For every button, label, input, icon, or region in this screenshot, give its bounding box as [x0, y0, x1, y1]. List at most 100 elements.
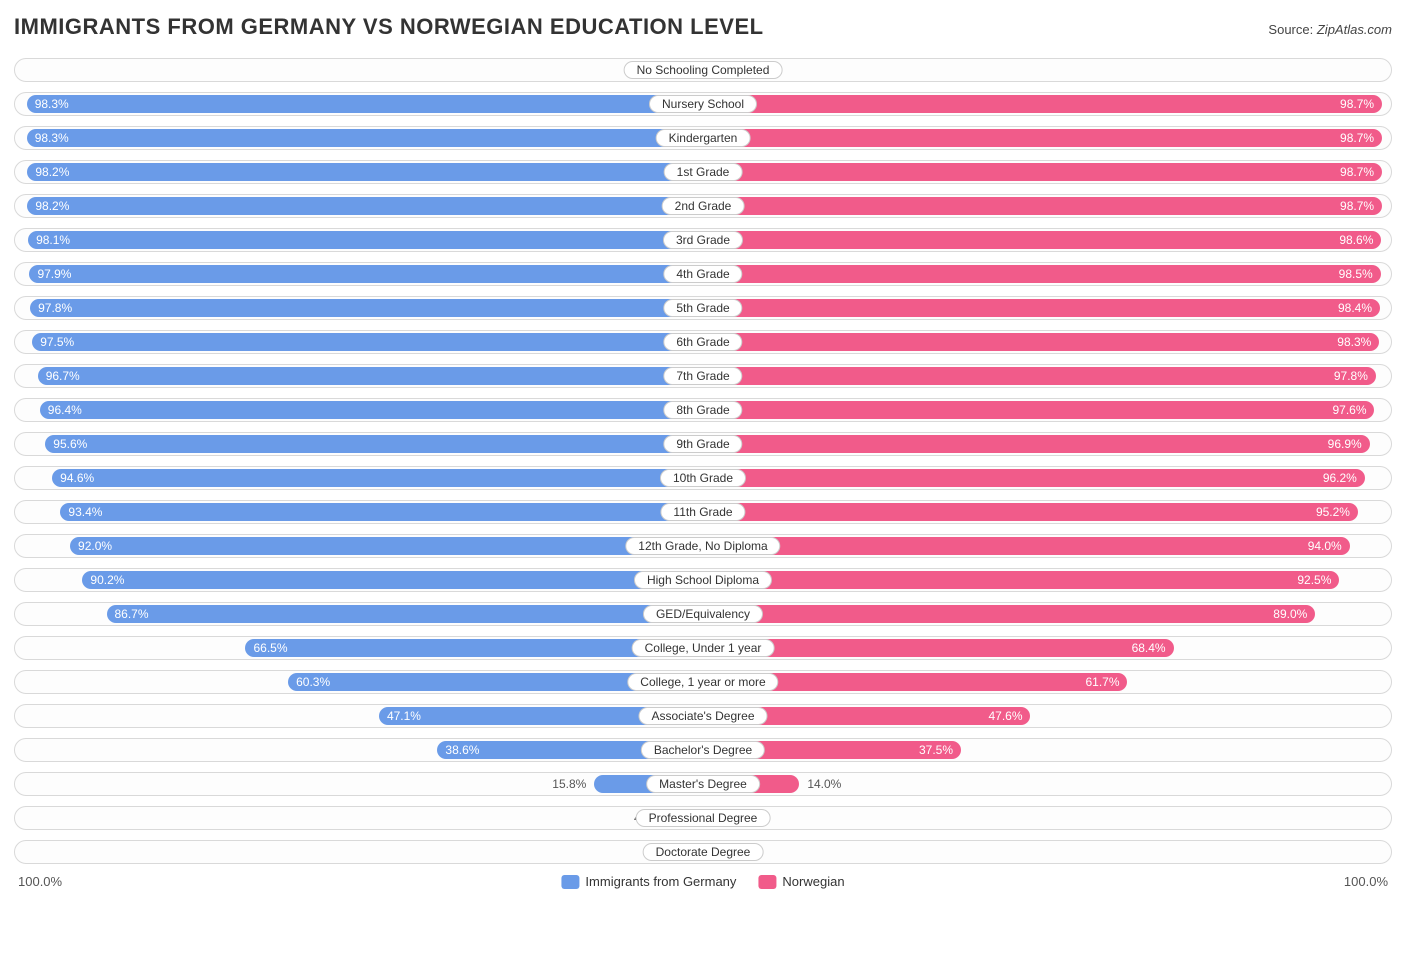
chart-row: 47.1%47.6%Associate's Degree	[14, 704, 1392, 728]
category-label: No Schooling Completed	[624, 61, 783, 79]
value-right: 92.5%	[1297, 569, 1339, 591]
value-left: 98.2%	[27, 195, 69, 217]
chart-row: 98.1%98.6%3rd Grade	[14, 228, 1392, 252]
source-label: Source:	[1268, 22, 1313, 37]
value-right: 95.2%	[1316, 501, 1358, 523]
category-label: Kindergarten	[656, 129, 751, 147]
chart-row: 95.6%96.9%9th Grade	[14, 432, 1392, 456]
value-left: 90.2%	[82, 569, 124, 591]
bar-left	[27, 95, 703, 113]
bar-right	[703, 469, 1365, 487]
header: IMMIGRANTS FROM GERMANY VS NORWEGIAN EDU…	[14, 14, 1392, 40]
legend-label-right: Norwegian	[782, 874, 844, 889]
category-label: 6th Grade	[663, 333, 742, 351]
bar-right	[703, 503, 1358, 521]
value-right: 98.6%	[1339, 229, 1381, 251]
bar-right	[703, 401, 1374, 419]
source-attribution: Source: ZipAtlas.com	[1268, 22, 1392, 37]
axis-max-left: 100.0%	[18, 874, 62, 889]
bar-right	[703, 197, 1382, 215]
category-label: High School Diploma	[634, 571, 772, 589]
value-right: 68.4%	[1132, 637, 1174, 659]
category-label: 8th Grade	[663, 401, 742, 419]
value-left: 86.7%	[107, 603, 149, 625]
value-left: 15.8%	[552, 773, 594, 795]
bar-right	[703, 537, 1350, 555]
chart-row: 98.2% 98.7% 2nd Grade	[14, 194, 1392, 218]
bar-left	[40, 401, 703, 419]
value-left: 96.4%	[40, 399, 82, 421]
chart-row: 93.4%95.2%11th Grade	[14, 500, 1392, 524]
chart-row: 1.8%1.3%No Schooling Completed	[14, 58, 1392, 82]
category-label: 2nd Grade	[662, 197, 745, 215]
category-label: 1st Grade	[664, 163, 743, 181]
category-label: Bachelor's Degree	[641, 741, 765, 759]
butterfly-chart: 1.8%1.3%No Schooling Completed98.3%98.7%…	[14, 58, 1392, 864]
bar-left	[82, 571, 703, 589]
value-left: 96.7%	[38, 365, 80, 387]
category-label: GED/Equivalency	[643, 605, 763, 623]
chart-row: 60.3%61.7%College, 1 year or more	[14, 670, 1392, 694]
value-right: 96.2%	[1323, 467, 1365, 489]
chart-row: 2.1%1.8%Doctorate Degree	[14, 840, 1392, 864]
value-left: 38.6%	[437, 739, 479, 761]
bar-left	[30, 299, 703, 317]
legend-item-left: Immigrants from Germany	[561, 874, 736, 889]
bar-left	[28, 231, 703, 249]
value-left: 97.9%	[29, 263, 71, 285]
category-label: 5th Grade	[663, 299, 742, 317]
chart-row: 97.8% 98.4% 5th Grade	[14, 296, 1392, 320]
chart-row: 96.4%97.6%8th Grade	[14, 398, 1392, 422]
chart-row: 4.9%4.2%Professional Degree	[14, 806, 1392, 830]
chart-row: 98.3%98.7%Kindergarten	[14, 126, 1392, 150]
bar-left	[70, 537, 703, 555]
value-left: 66.5%	[245, 637, 287, 659]
bar-right	[703, 367, 1376, 385]
value-left: 92.0%	[70, 535, 112, 557]
value-left: 97.8%	[30, 297, 72, 319]
value-right: 98.3%	[1337, 331, 1379, 353]
value-left: 98.3%	[27, 93, 69, 115]
chart-row: 94.6%96.2%10th Grade	[14, 466, 1392, 490]
bar-left	[32, 333, 703, 351]
value-right: 98.7%	[1340, 195, 1382, 217]
value-right: 94.0%	[1308, 535, 1350, 557]
value-left: 98.1%	[28, 229, 70, 251]
chart-row: 38.6%37.5%Bachelor's Degree	[14, 738, 1392, 762]
category-label: 11th Grade	[660, 503, 745, 521]
chart-row: 66.5%68.4%College, Under 1 year	[14, 636, 1392, 660]
category-label: Doctorate Degree	[643, 843, 764, 861]
chart-row: 92.0% 94.0% 12th Grade, No Diploma	[14, 534, 1392, 558]
category-label: 4th Grade	[663, 265, 742, 283]
legend-swatch-left	[561, 875, 579, 889]
value-right: 98.7%	[1340, 161, 1382, 183]
bar-left	[60, 503, 703, 521]
chart-row: 86.7%89.0%GED/Equivalency	[14, 602, 1392, 626]
bar-left	[29, 265, 703, 283]
bar-right	[703, 129, 1382, 147]
value-right: 98.4%	[1338, 297, 1380, 319]
category-label: Professional Degree	[636, 809, 771, 827]
legend-swatch-right	[758, 875, 776, 889]
value-right: 61.7%	[1085, 671, 1127, 693]
category-label: 12th Grade, No Diploma	[625, 537, 780, 555]
category-label: Master's Degree	[646, 775, 760, 793]
chart-row: 98.3%98.7%Nursery School	[14, 92, 1392, 116]
chart-footer: 100.0% Immigrants from Germany Norwegian…	[14, 874, 1392, 896]
legend: Immigrants from Germany Norwegian	[561, 874, 844, 889]
bar-left	[27, 129, 703, 147]
chart-row: 90.2% 92.5% High School Diploma	[14, 568, 1392, 592]
value-right: 98.7%	[1340, 93, 1382, 115]
chart-row: 15.8%14.0%Master's Degree	[14, 772, 1392, 796]
value-left: 60.3%	[288, 671, 330, 693]
value-left: 47.1%	[379, 705, 421, 727]
chart-row: 98.2%98.7%1st Grade	[14, 160, 1392, 184]
bar-right	[703, 299, 1380, 317]
value-right: 97.8%	[1334, 365, 1376, 387]
bar-right	[703, 163, 1382, 181]
chart-row: 96.7%97.8%7th Grade	[14, 364, 1392, 388]
bar-right	[703, 95, 1382, 113]
bar-right	[703, 265, 1381, 283]
source-name: ZipAtlas.com	[1317, 22, 1392, 37]
axis-max-right: 100.0%	[1344, 874, 1388, 889]
